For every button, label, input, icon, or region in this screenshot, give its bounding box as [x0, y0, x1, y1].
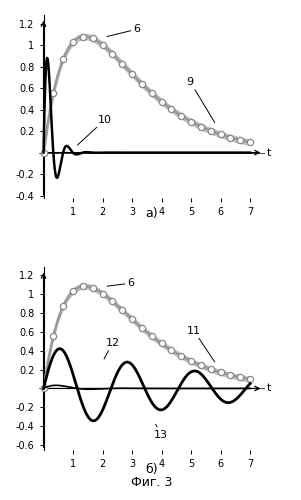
Text: 9: 9	[187, 77, 215, 122]
Text: 11: 11	[187, 326, 215, 362]
Text: б): б)	[146, 463, 158, 476]
Text: t: t	[266, 148, 271, 158]
Text: 6: 6	[107, 24, 141, 36]
Text: 12: 12	[104, 338, 120, 359]
Text: 13: 13	[154, 424, 168, 440]
Text: 10: 10	[77, 114, 112, 145]
Text: t: t	[266, 384, 271, 394]
Text: Фиг. 3: Фиг. 3	[131, 476, 173, 488]
Text: a): a)	[146, 207, 158, 220]
Text: 6: 6	[107, 278, 135, 288]
